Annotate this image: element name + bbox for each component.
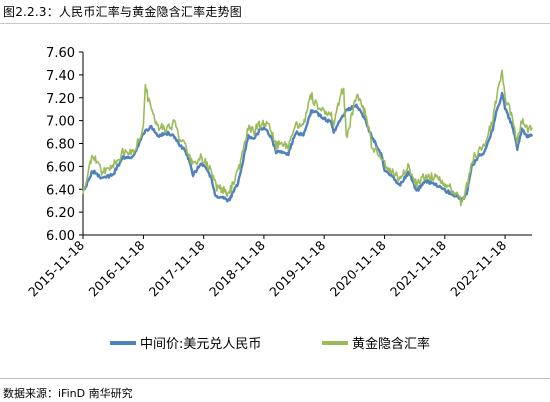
x-tick-label: 2015-11-18	[25, 237, 87, 299]
y-axis: 6.00 6.20 6.40 6.60 6.80 7.00 7.20 7.40 7.60	[46, 46, 84, 244]
x-tick-label: 2020-11-18	[327, 237, 389, 299]
legend-label-1: 黄金隐含汇率	[352, 336, 430, 352]
x-axis: 2015-11-182016-11-182017-11-182018-11-18…	[25, 234, 532, 299]
y-tick-label: 7.20	[46, 92, 75, 107]
legend: 中间价:美元兑人民币 黄金隐含汇率	[110, 336, 430, 352]
x-tick-label: 2021-11-18	[387, 237, 449, 299]
y-tick-label: 6.00	[46, 229, 75, 244]
x-tick-label: 2016-11-18	[86, 237, 148, 299]
chart-title: 图2.2.3：人民币汇率与黄金隐含汇率走势图	[3, 5, 242, 19]
chart-title-bar: 图2.2.3：人民币汇率与黄金隐含汇率走势图	[0, 0, 550, 24]
y-tick-label: 7.00	[46, 115, 75, 130]
source-note: 数据来源：iFinD 南华研究	[3, 387, 133, 400]
y-tick-label: 7.60	[46, 46, 75, 61]
x-tick-label: 2017-11-18	[146, 237, 208, 299]
legend-label-0: 中间价:美元兑人民币	[140, 337, 261, 352]
y-tick-label: 7.40	[46, 69, 75, 84]
x-tick-label: 2018-11-18	[206, 237, 268, 299]
y-tick-label: 6.80	[46, 138, 75, 153]
series-line-0	[81, 91, 534, 203]
y-tick-label: 6.60	[46, 160, 75, 175]
y-tick-label: 6.20	[46, 206, 75, 221]
series-line-1	[82, 69, 533, 207]
footer-divider	[0, 378, 550, 379]
x-tick-label: 2019-11-18	[266, 237, 328, 299]
x-tick-label: 2022-11-18	[447, 237, 509, 299]
y-tick-label: 6.40	[46, 183, 75, 198]
series-lines	[81, 69, 534, 207]
